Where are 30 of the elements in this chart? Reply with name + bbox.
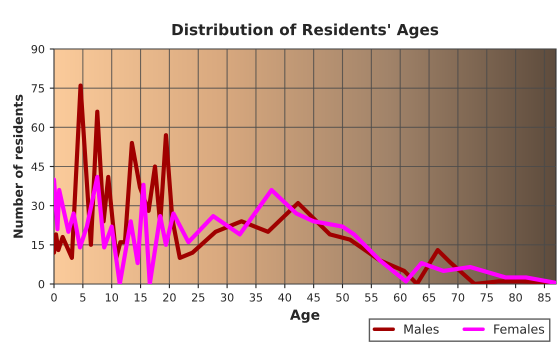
y-tick-label: 60 [32,123,44,132]
x-tick-label: 70 [452,293,464,302]
x-tick-label: 45 [307,293,320,302]
x-tick-label: 50 [336,293,349,302]
y-axis-title: Number of residents [13,94,23,238]
x-tick-label: 0 [51,293,57,302]
y-tick-label: 75 [32,84,44,93]
x-tick-label: 5 [80,293,86,302]
x-tick-label: 25 [192,293,204,302]
x-tick-label: 35 [250,293,262,302]
x-tick-label: 60 [394,293,407,302]
x-axis-title: Age [290,310,320,323]
x-tick-label: 15 [134,293,147,302]
chart-title: Distribution of Residents' Ages [172,24,438,38]
y-tick-label: 45 [31,162,44,171]
x-tick-label: 20 [163,293,176,302]
x-tick-label: 55 [365,293,378,302]
x-tick-label: 40 [278,293,292,302]
x-tick-label: 10 [106,293,118,302]
x-tick-label: 75 [480,293,493,302]
legend-label: Females [494,324,544,334]
y-tick-label: 0 [38,280,44,288]
x-tick-label: 65 [422,293,436,302]
y-tick-label: 30 [32,202,44,210]
x-tick-label: 85 [538,293,551,302]
x-tick-label: 30 [220,293,234,302]
legend-label: Males [404,324,439,334]
x-tick-label: 80 [509,293,522,302]
y-tick-label: 15 [32,240,44,250]
y-tick-label: 90 [32,44,44,54]
